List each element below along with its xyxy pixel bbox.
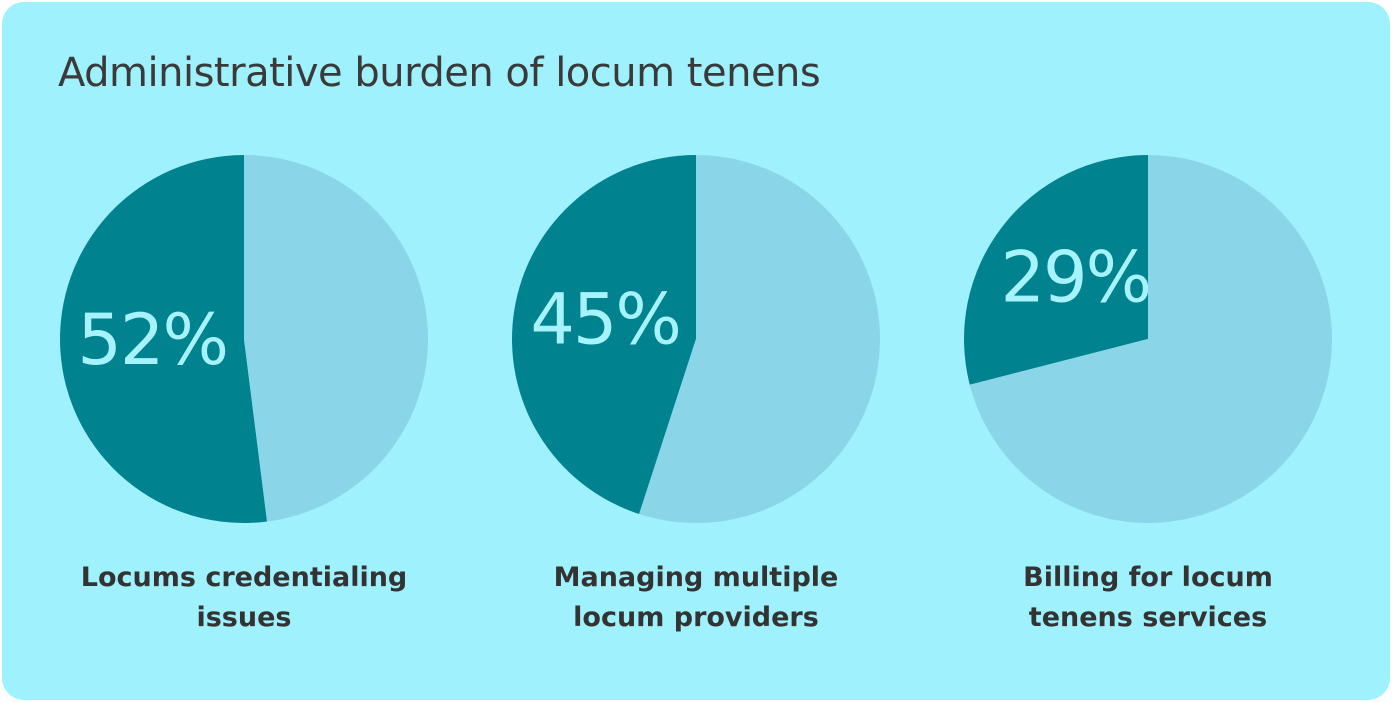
pie-slice [639,155,880,523]
pie-slice [60,155,268,523]
value-label: 29% [1001,237,1151,319]
pie-slice [969,155,1333,523]
pie-label: Locums credentialing issues [80,562,408,633]
pie-slice [512,154,696,514]
title: Administrative burden of locum tenens [58,50,821,96]
pie-slice [964,155,1148,385]
value-label: 52% [77,299,227,381]
pie-label: Billing for locum tenens services [1023,562,1273,633]
pie-label: Managing multiple locum providers [553,562,839,633]
pie-slice [244,155,429,522]
value-label: 45% [530,279,680,361]
